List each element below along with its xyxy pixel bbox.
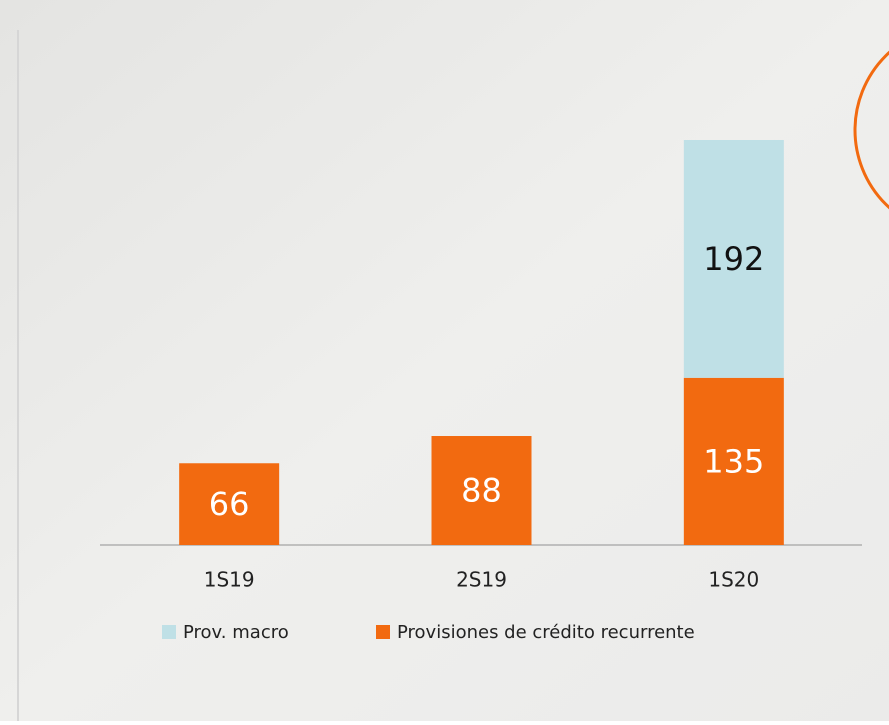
- legend-label: Provisiones de crédito recurrente: [397, 622, 695, 643]
- value-label: 135: [703, 442, 764, 480]
- x-tick-label: 1S20: [708, 568, 759, 592]
- x-tick-label: 1S19: [204, 568, 255, 592]
- legend-swatch: [162, 625, 176, 639]
- legend-label: Prov. macro: [183, 622, 289, 643]
- value-label: 88: [461, 472, 502, 510]
- legend-swatch: [376, 625, 390, 639]
- x-tick-label: 2S19: [456, 568, 507, 592]
- value-label: 66: [209, 485, 250, 523]
- value-label: 192: [703, 240, 764, 278]
- chart: 1S19 66 2S19 88 1S20 135 192 Provisiones de cré…: [0, 0, 889, 721]
